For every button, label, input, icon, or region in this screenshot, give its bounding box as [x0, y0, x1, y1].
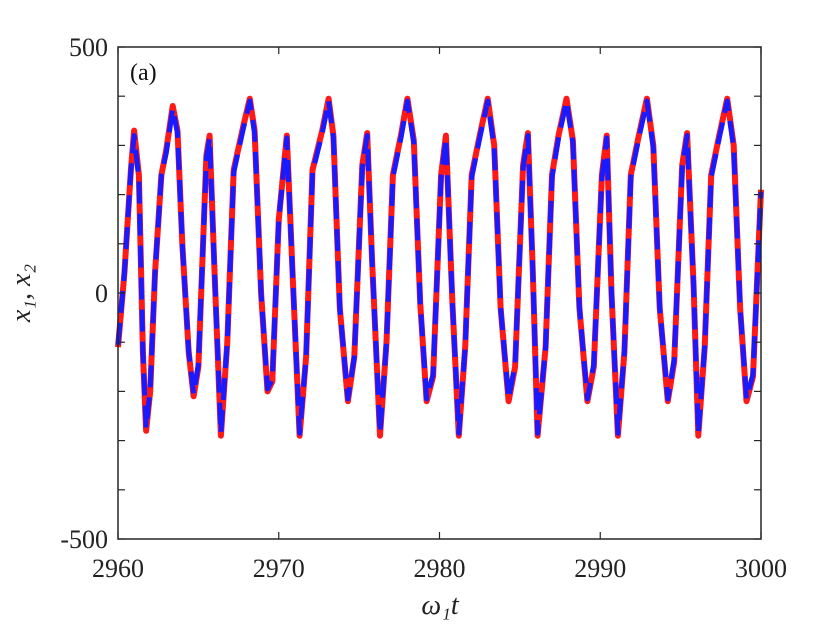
x-tick-label-4: 3000: [735, 554, 787, 583]
x-tick-label-0: 2960: [92, 554, 144, 583]
x-tick-label-3: 2990: [574, 554, 626, 583]
series-line-1: [115, 95, 764, 439]
y-tick-label-1: 0: [95, 279, 108, 308]
y-tick-label-0: -500: [60, 525, 108, 554]
y-axis-label: x₁, x₂: [6, 264, 37, 324]
series-layer: [115, 95, 764, 439]
y-tick-label-2: 500: [69, 33, 108, 62]
x-tick-label-1: 2970: [253, 554, 305, 583]
panel-label: (a): [130, 60, 157, 86]
series-line-2: [115, 98, 764, 436]
ticks-layer: 2960 2970 2980 2990 3000 -500 0 500: [60, 33, 787, 583]
x-tick-label-2: 2980: [414, 554, 466, 583]
x-axis-label: ω₁t: [421, 590, 460, 621]
